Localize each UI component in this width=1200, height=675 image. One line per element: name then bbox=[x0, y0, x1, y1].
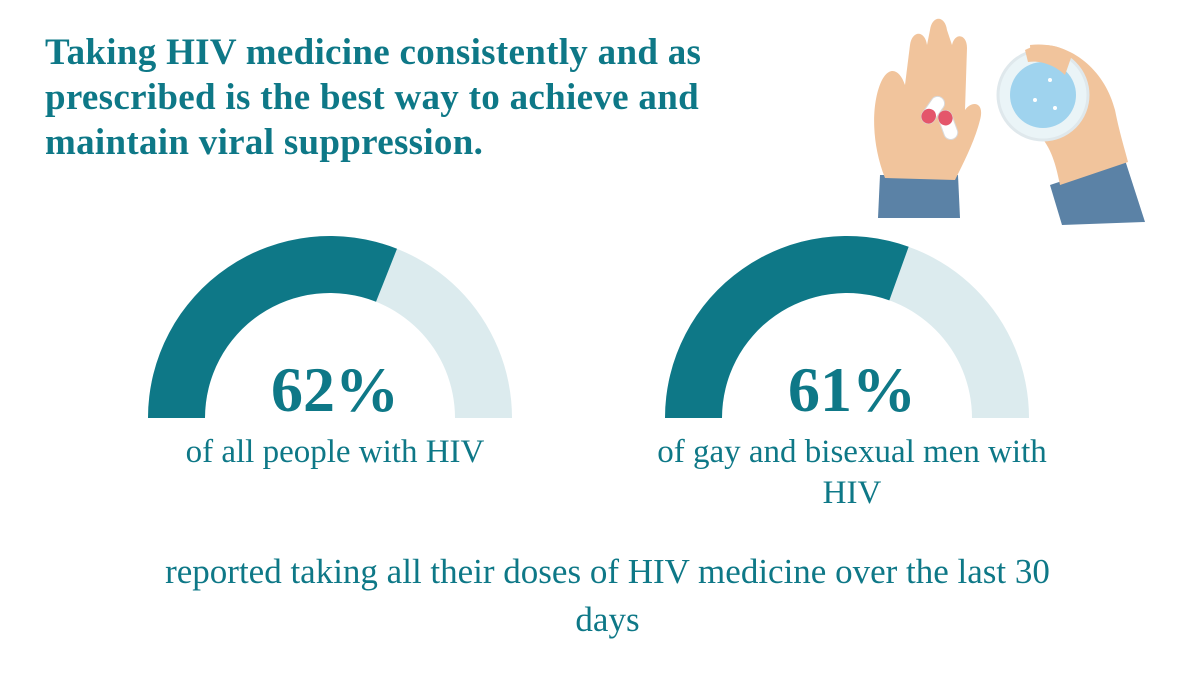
title: Taking HIV medicine consistently and as … bbox=[45, 32, 702, 163]
illustration bbox=[874, 18, 982, 218]
caption: of gay and bisexual men with HIV bbox=[657, 434, 1047, 511]
value-label: 61% bbox=[788, 354, 916, 425]
caption: of all people with HIV bbox=[185, 434, 485, 470]
gauge-fill bbox=[665, 236, 909, 418]
gauge-fill bbox=[148, 236, 397, 418]
footer-text: reported taking all their doses of HIV m… bbox=[165, 552, 1050, 639]
value-label: 62% bbox=[271, 354, 399, 425]
illustration bbox=[996, 44, 1145, 225]
